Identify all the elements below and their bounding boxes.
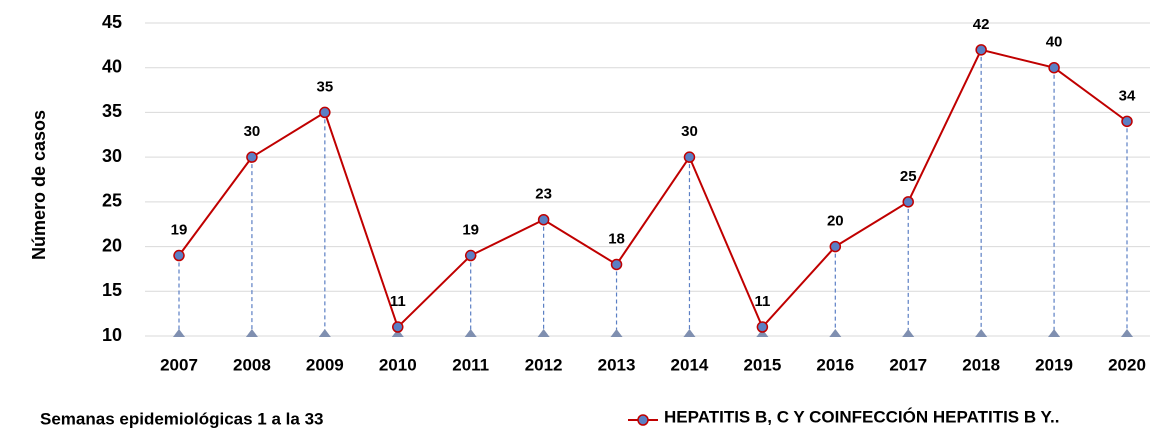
y-tick-label: 30 [102,146,122,166]
drop-base [318,329,331,337]
drop-base [683,329,696,337]
drop-base [1121,329,1133,337]
data-label: 25 [900,168,917,185]
drop-base [245,329,258,337]
x-axis-label: Semanas epidemiológicas 1 a la 33 [40,409,323,428]
data-label: 34 [1119,87,1136,104]
data-label: 42 [973,16,990,33]
y-tick-label: 10 [102,325,122,345]
data-label: 23 [535,186,552,203]
point [1121,115,1133,128]
point [1048,61,1060,74]
point [319,106,331,119]
point [756,321,769,333]
point [683,151,696,163]
x-tick-label: 2009 [306,355,344,374]
x-tick-label: 2013 [598,355,636,374]
drop-base [610,329,623,337]
data-label: 11 [754,293,770,310]
point [537,213,550,226]
y-tick-label: 40 [102,56,122,76]
x-tick-label: 2018 [962,355,1000,374]
y-tick-label: 25 [102,191,122,211]
drop-base [975,329,988,337]
point [610,258,623,271]
drop-base [391,329,404,337]
y-tick-label: 20 [102,235,122,255]
x-tick-label: 2011 [452,355,489,374]
y-tick-label: 35 [102,101,122,121]
drop-base [829,329,842,337]
x-tick-label: 2007 [160,355,198,374]
drop-base [756,329,769,337]
data-label: 30 [681,123,698,140]
point [392,321,404,333]
data-label: 35 [317,78,334,95]
data-label: 11 [390,293,406,310]
x-tick-label: 2019 [1035,355,1073,374]
point [902,196,914,208]
point [173,249,185,262]
y-axis-label: Número de casos [29,110,49,260]
point [246,151,258,163]
point [464,249,477,262]
drop-base [537,329,550,337]
drop-base [464,329,477,337]
legend-marker [637,414,649,426]
data-label: 19 [171,221,188,238]
data-label: 20 [827,213,844,230]
y-tick-label: 45 [102,12,122,32]
drop-base [173,329,185,337]
drop-base [902,329,915,337]
x-tick-label: 2014 [671,355,709,374]
x-tick-label: 2012 [525,355,563,374]
x-tick-label: 2008 [233,355,271,374]
x-tick-label: 2017 [889,355,927,374]
data-label: 18 [608,230,625,247]
x-tick-label: 2016 [816,355,854,374]
data-label: 30 [244,123,261,140]
point [829,240,842,253]
drop-base [1048,329,1061,337]
data-label: 40 [1046,34,1063,51]
data-label: 19 [462,221,479,238]
x-tick-label: 2020 [1108,355,1146,374]
y-tick-label: 15 [102,280,122,300]
series-line [178,48,1128,329]
legend-label: HEPATITIS B, C Y COINFECCIÓN HEPATITIS B… [664,407,1059,426]
x-tick-label: 2015 [743,355,781,374]
point [975,44,987,56]
x-tick-label: 2010 [379,355,417,374]
